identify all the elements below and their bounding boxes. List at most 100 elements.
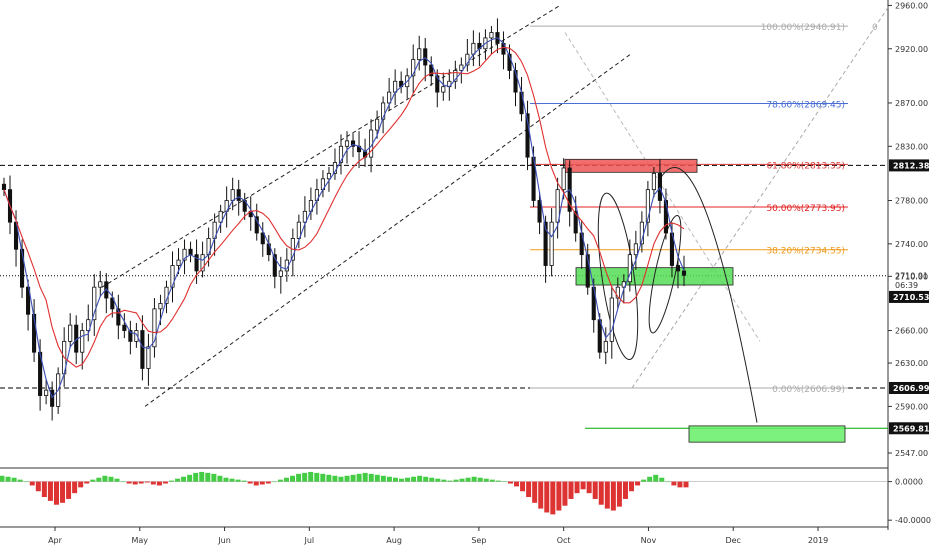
price-label-box <box>889 290 929 303</box>
candle <box>651 172 656 191</box>
oscillator-bar <box>344 475 350 482</box>
oscillator-bar <box>277 479 283 482</box>
oscillator-bar <box>53 481 59 505</box>
price-label-box <box>889 422 929 435</box>
oscillator-bar <box>162 481 168 484</box>
candle <box>375 118 380 131</box>
oscillator-bar <box>332 475 338 482</box>
candle <box>236 189 241 201</box>
oscillator-bar <box>217 475 223 482</box>
oscillator-bar <box>144 481 150 483</box>
candle <box>561 167 566 191</box>
oscillator-bar <box>586 481 592 494</box>
oscillator-bar <box>96 477 102 482</box>
oscillator-bar <box>514 481 520 487</box>
candle <box>633 243 638 256</box>
x-tick-label: Nov <box>641 536 657 545</box>
oscillator-bar <box>647 476 653 482</box>
candle <box>387 91 392 104</box>
oscillator-bar <box>5 476 11 482</box>
y-tick-label: 2830.00 <box>895 142 928 151</box>
oscillator-bar <box>90 479 96 482</box>
price-label-box <box>889 381 929 394</box>
y-tick-label: 2547.00 <box>895 449 928 458</box>
y-tick-label: 2870.00 <box>895 99 928 108</box>
zone-resistance <box>564 158 698 173</box>
candle <box>110 297 115 310</box>
candle <box>459 64 464 71</box>
candle <box>128 330 133 342</box>
channel-upper-line <box>101 4 561 288</box>
oscillator-bar <box>11 477 17 482</box>
oscillator-bar <box>223 477 229 482</box>
oscillator-bar <box>465 477 471 482</box>
oscillator-bar <box>592 481 598 499</box>
candle <box>296 221 301 239</box>
candle <box>260 232 265 245</box>
price-label: 2569.81 <box>893 424 930 433</box>
candle <box>344 140 350 147</box>
oscillator-bar <box>538 481 544 509</box>
oscillator-bar <box>308 471 314 482</box>
oscillator-bar <box>399 478 405 482</box>
candle <box>158 303 163 310</box>
y-tick-label: 2960.00 <box>895 1 928 10</box>
oscillator-bar <box>60 481 66 503</box>
candle <box>663 200 669 234</box>
oscillator-bar <box>598 481 604 505</box>
oscillator-bar <box>604 481 610 509</box>
oscillator-bar <box>616 481 622 507</box>
oscillator-bar <box>483 478 489 482</box>
y-tick-label: 2710.00 <box>895 272 928 281</box>
oscillator-tick-label: -40.0000 <box>895 516 931 525</box>
oscillator-bar <box>0 475 5 482</box>
oscillator-bar <box>78 481 84 488</box>
candle <box>435 75 440 93</box>
oscillator-bar <box>187 474 193 482</box>
oscillator-bar <box>683 481 689 488</box>
oscillator-bar <box>471 476 477 482</box>
fib-level-label: 61.80%(2813.35) <box>766 161 845 171</box>
candle <box>92 286 97 321</box>
oscillator-bar <box>338 476 344 482</box>
candle <box>98 281 103 288</box>
oscillator-bar <box>520 481 526 492</box>
oscillator-bar <box>235 479 241 482</box>
oscillator-bar <box>380 475 386 482</box>
oscillator-bar <box>447 480 453 482</box>
oscillator-bar <box>574 481 580 494</box>
candle <box>80 330 85 353</box>
oscillator-bar <box>556 481 562 511</box>
oscillator-bar <box>350 474 356 482</box>
price-label: 2812.38 <box>893 161 930 170</box>
oscillator-bar <box>72 481 78 494</box>
candle <box>140 330 145 369</box>
candle <box>429 64 434 77</box>
oscillator-bar <box>568 481 574 499</box>
candle <box>19 248 25 288</box>
oscillator-bar <box>326 474 332 482</box>
candle <box>627 254 632 283</box>
oscillator-bar <box>205 472 211 482</box>
oscillator-bar <box>47 481 53 501</box>
price-label-box <box>889 159 929 172</box>
pattern-ellipse-left <box>597 192 639 361</box>
candle <box>513 70 518 93</box>
fib-level-label: 78.60%(2869.45) <box>766 101 845 111</box>
oscillator-bar <box>386 476 392 482</box>
x-tick-label: Dec <box>725 536 740 545</box>
candle <box>609 297 614 342</box>
candle <box>338 145 344 163</box>
oscillator-bar <box>150 481 156 485</box>
oscillator-bar <box>23 481 29 483</box>
oscillator-bar <box>241 480 247 482</box>
candle <box>272 254 277 277</box>
y-tick-label: 2660.00 <box>895 327 928 336</box>
x-tick-label: Jul <box>304 536 315 545</box>
candle <box>50 389 55 407</box>
oscillator-bar <box>35 481 41 492</box>
candle <box>573 210 578 234</box>
fib-right-label: 0 <box>872 23 878 33</box>
